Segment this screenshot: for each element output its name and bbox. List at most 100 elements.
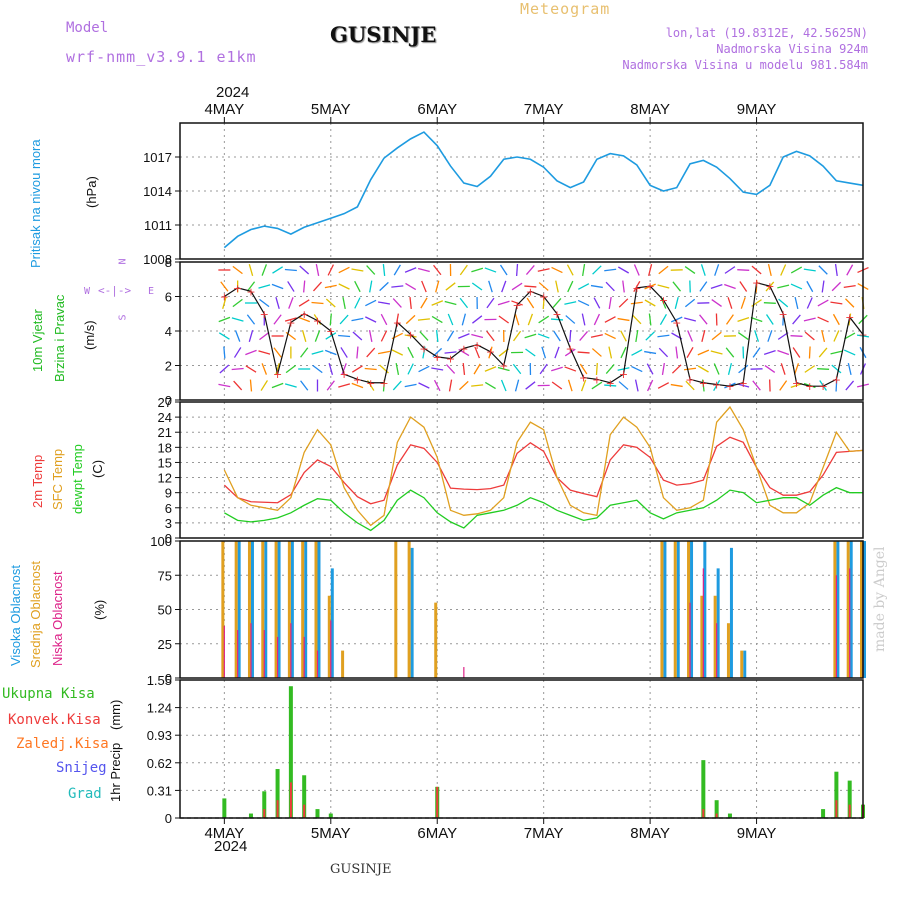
wind-gust-marker: +: [832, 373, 841, 386]
wind-arrow: [525, 381, 536, 390]
wind-arrow: [356, 346, 359, 359]
x-tick-label-top: 6MAY: [417, 101, 457, 118]
wind-arrow: [710, 350, 723, 355]
wind-arrow: [300, 380, 309, 391]
wind-arrow: [525, 265, 535, 275]
wind-arrow: [808, 346, 811, 359]
wind-arrow: [608, 296, 612, 310]
wind-arrow: [261, 363, 268, 375]
wind-arrow: [605, 281, 615, 292]
y-tick-label: 0: [165, 811, 172, 826]
wind-arrow: [484, 366, 497, 372]
wind-arrow: [701, 379, 705, 392]
wind-arrow: [431, 367, 444, 371]
wind-arrow: [527, 313, 534, 326]
wind-arrow: [218, 316, 231, 323]
wind-arrow: [364, 367, 377, 371]
wind-arrow: [393, 264, 401, 276]
wind-arrow: [554, 346, 560, 359]
precip-total-bar: [262, 791, 267, 818]
wind-arrow: [604, 316, 616, 323]
wind-arrow: [633, 280, 641, 293]
wind-arrow: [392, 380, 402, 391]
wind-arrow: [338, 334, 351, 338]
wind-arrow: [447, 313, 454, 326]
y-tick-label: 4: [165, 324, 172, 339]
wind-arrow: [792, 347, 801, 358]
wind-arrow: [525, 348, 536, 357]
wind-arrow: [803, 268, 816, 272]
y-tick-label: 2: [165, 359, 172, 374]
precip-total-bar: [714, 800, 719, 818]
y-tick-label: 1011: [144, 218, 172, 233]
wind-arrow: [341, 363, 347, 375]
wind-arrow: [300, 347, 309, 358]
wind-arrow: [685, 380, 695, 391]
wind-arrow: [351, 268, 364, 272]
model-altitude-label: Nadmorska Visina u modelu 981.584m: [622, 58, 868, 72]
wind-arrow: [590, 284, 603, 289]
wind-arrow: [512, 363, 522, 375]
wind-arrow: [261, 264, 268, 276]
wind-arrow: [497, 366, 510, 372]
wind-arrow: [526, 297, 535, 309]
wind-arrow: [620, 330, 627, 342]
wind-arrow: [674, 297, 679, 309]
wind-arrow: [445, 282, 456, 291]
wind-arrow: [697, 349, 710, 356]
wind-arrow: [804, 331, 815, 341]
wind-arrow: [618, 381, 629, 390]
wind-arrow: [777, 284, 790, 289]
wind-arrow: [764, 365, 776, 373]
wind-arrow: [445, 364, 456, 374]
precip-conv-bar: [702, 809, 705, 818]
y-tick-label: 15: [158, 455, 172, 470]
wind-gust-marker: +: [606, 377, 615, 390]
panel-frame: [179, 540, 864, 679]
wind-arrow: [514, 379, 520, 392]
wind-arrow: [646, 379, 654, 392]
wind-arrow: [404, 334, 417, 338]
wind-arrow: [803, 317, 816, 322]
y-tick-label: 6: [165, 501, 172, 516]
wind-arrow: [699, 314, 708, 325]
precip-total-bar: [847, 780, 852, 818]
wind-arrow: [471, 267, 484, 273]
wind-arrow: [326, 380, 335, 391]
wind-arrow: [404, 383, 417, 388]
wind-gust-marker: +: [566, 342, 575, 355]
wind-arrow: [803, 382, 816, 389]
wind-arrow: [622, 280, 625, 293]
wind-arrow: [315, 263, 320, 277]
wind-arrow: [567, 379, 573, 392]
wind-gust-marker: +: [353, 373, 362, 386]
wind-arrow: [514, 313, 520, 326]
wind-arrow: [697, 365, 709, 373]
x-tick-label-bottom: 4MAY: [204, 825, 244, 842]
wind-arrow: [538, 315, 550, 324]
wind-arrow: [231, 367, 244, 371]
wind-arrow: [657, 284, 670, 289]
wind-arrow: [763, 302, 776, 304]
y-tick-label: 21: [158, 425, 172, 440]
wind-arrow: [727, 297, 733, 309]
wind-arrow: [405, 282, 417, 291]
wind-arrow: [248, 264, 254, 276]
wind-arrow: [314, 330, 321, 342]
wind-arrow: [351, 365, 363, 373]
wind-arrow: [551, 266, 563, 274]
wind-gust-marker: +: [313, 315, 322, 328]
precip-total-bar: [275, 769, 280, 818]
wind-arrow: [284, 383, 297, 388]
temp-sfc-line: [223, 405, 864, 527]
wind-arrow: [617, 317, 630, 322]
wind-arrow: [700, 264, 706, 276]
wind-arrow: [418, 382, 430, 389]
wind-arrow: [817, 368, 830, 370]
wind-arrow: [617, 266, 630, 274]
wind-arrow: [461, 313, 467, 326]
wind-arrow: [767, 264, 772, 276]
wind-arrow: [724, 283, 736, 290]
wind-arrow: [725, 347, 735, 358]
precip-conv-bar: [303, 804, 306, 818]
